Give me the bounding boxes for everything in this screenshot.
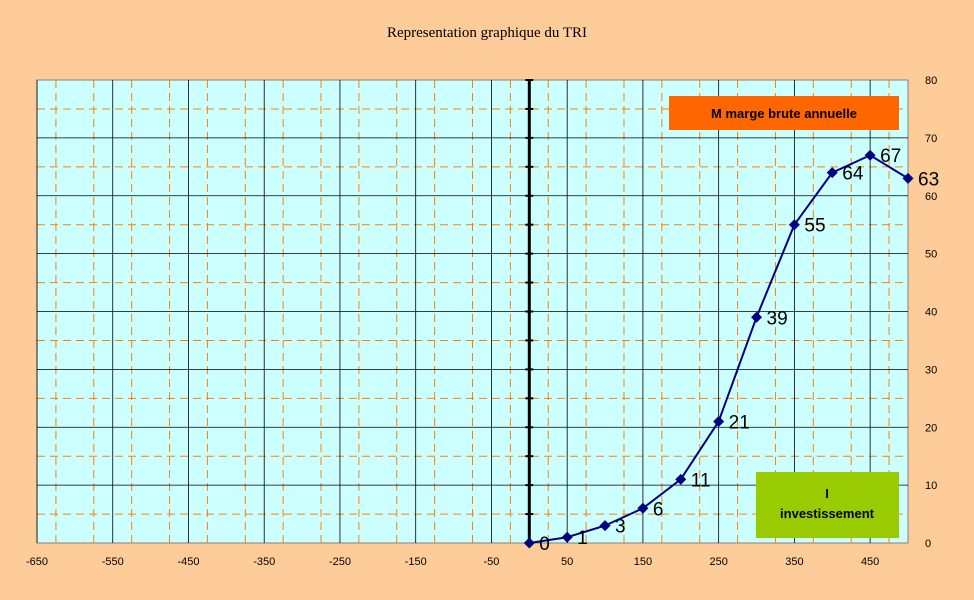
data-label: 0 (539, 534, 550, 555)
x-tick-label: 350 (785, 556, 803, 568)
margin-box-label: M marge brute annuelle (711, 106, 857, 121)
x-tick-label: 450 (861, 556, 879, 568)
data-label: 1 (577, 528, 588, 549)
data-label: 67 (880, 146, 901, 167)
investment-box-line1: I (825, 486, 829, 501)
x-tick-label: 250 (709, 556, 727, 568)
chart-title: Representation graphique du TRI (387, 25, 587, 41)
major-gridlines (36, 80, 908, 543)
data-label: 64 (842, 164, 864, 185)
data-label: 39 (767, 308, 788, 329)
data-label: 55 (804, 216, 825, 237)
data-points (523, 149, 914, 549)
y-tick-label: 40 (925, 307, 937, 319)
y-tick-label: 60 (925, 191, 937, 203)
y-tick-label: 70 (925, 133, 937, 145)
data-point-marker (864, 149, 876, 161)
investment-box-line2: investissement (780, 506, 875, 521)
y-axis-tick-labels: 0 10 20 30 40 50 60 70 80 (925, 75, 937, 550)
y-tick-label: 20 (925, 422, 937, 434)
x-tick-label: 150 (634, 556, 652, 568)
data-point-marker (788, 219, 800, 231)
y-tick-label: 30 (925, 364, 937, 376)
y-tick-label: 10 (925, 480, 937, 492)
data-label: 3 (615, 517, 626, 538)
x-axis-tick-labels: -650 -550 -450 -350 -250 -150 -50 50 150 250 350 45… (26, 556, 879, 568)
data-point-marker (826, 167, 838, 179)
data-label: 11 (691, 470, 711, 491)
data-labels: 0 1 3 6 11 21 39 55 64 67 63 (539, 146, 939, 555)
data-point-marker (523, 537, 535, 549)
y-tick-label: 80 (925, 75, 937, 87)
x-tick-label: -550 (102, 556, 124, 568)
data-point-marker (713, 415, 725, 427)
x-tick-label: -450 (177, 556, 199, 568)
x-tick-label: -650 (26, 556, 48, 568)
data-label: 21 (729, 412, 750, 433)
margin-box: M marge brute annuelle (669, 96, 899, 130)
y-tick-label: 50 (925, 249, 937, 261)
data-label: 63 (918, 169, 939, 190)
investment-box: I investissement (756, 472, 899, 538)
data-point-marker (599, 520, 611, 532)
data-point-marker (561, 531, 573, 543)
x-tick-label: 50 (561, 556, 573, 568)
data-label: 6 (653, 499, 664, 520)
minor-gridlines (37, 80, 908, 543)
data-point-marker (902, 172, 914, 184)
data-point-marker (751, 311, 763, 323)
x-tick-label: -150 (405, 556, 427, 568)
x-tick-label: -50 (483, 556, 499, 568)
data-point-marker (675, 473, 687, 485)
x-tick-label: -350 (253, 556, 275, 568)
y-tick-label: 0 (925, 538, 931, 550)
x-tick-label: -250 (329, 556, 351, 568)
data-point-marker (637, 502, 649, 514)
